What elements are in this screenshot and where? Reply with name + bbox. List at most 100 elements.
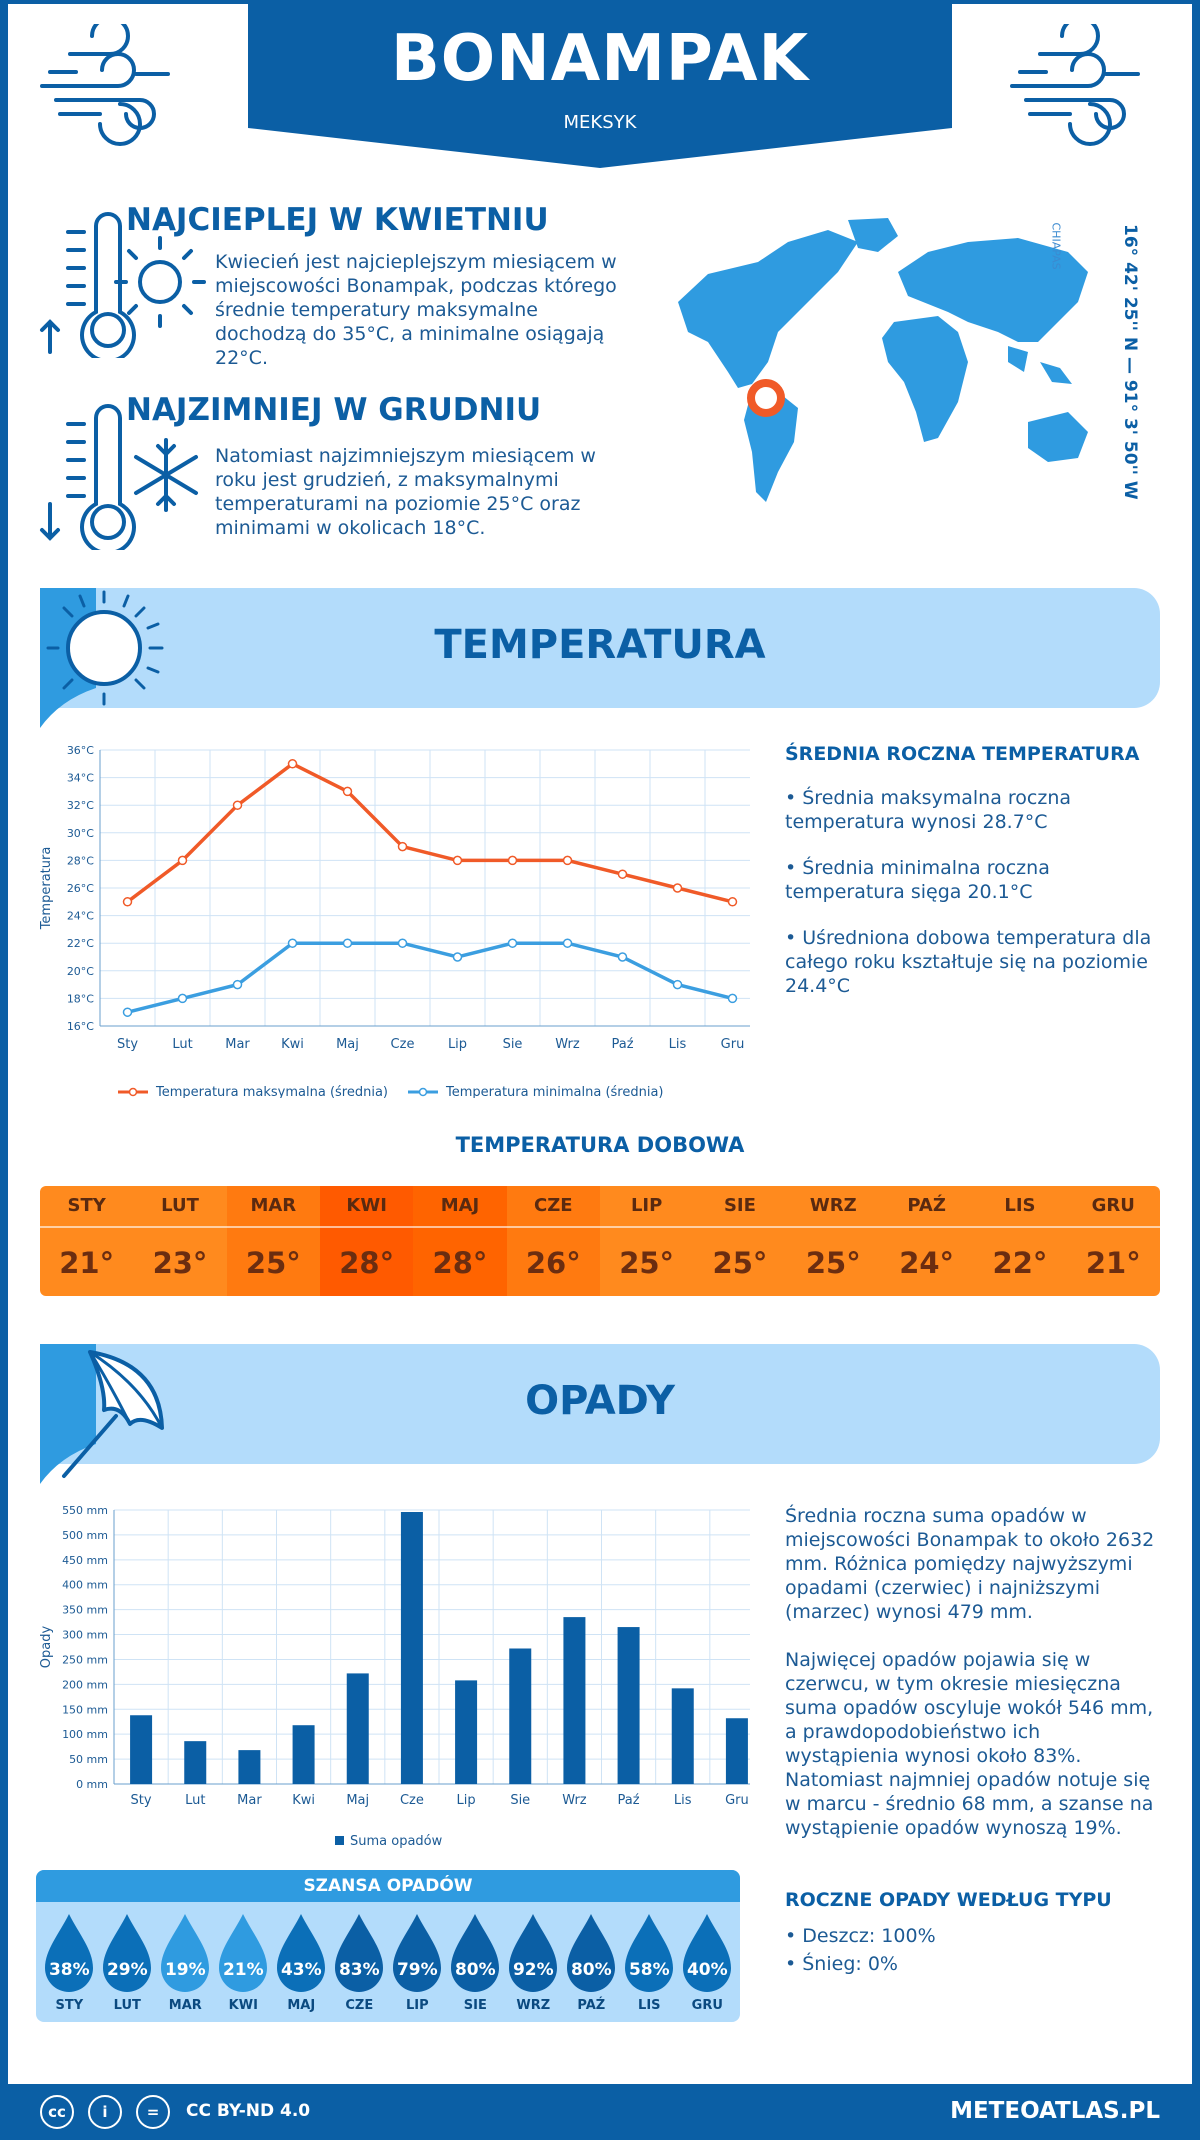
precipitation-bar (455, 1680, 478, 1784)
max-series-line (126, 761, 733, 904)
data-point (342, 786, 353, 797)
chance-drop: 92% WRZ (504, 1902, 562, 2020)
region-label: CHIAPAS (1049, 222, 1063, 270)
daily-temperature-cell: STY 21° (40, 1186, 134, 1296)
daily-temperature-cell: GRU 21° (1066, 1186, 1160, 1296)
daily-temperature-cell: LIS 22° (973, 1186, 1067, 1296)
y-tick-label: 24°C (67, 910, 94, 923)
temperature-stats-title: ŚREDNIA ROCZNA TEMPERATURA (785, 743, 1140, 765)
y-tick-label: 28°C (67, 854, 94, 867)
data-point (287, 938, 298, 948)
attribution-icon[interactable]: i (88, 2095, 122, 2129)
raindrop-icon (103, 1914, 151, 1992)
chance-drop: 80% SIE (446, 1902, 504, 2020)
precipitation-bar (238, 1750, 261, 1784)
chance-value: 79% (396, 1960, 438, 1980)
chance-month-label: GRU (691, 1998, 723, 2013)
chance-value: 58% (628, 1960, 670, 1980)
chance-month-label: MAR (168, 1998, 202, 2013)
y-tick-label: 150 mm (62, 1703, 108, 1716)
daily-month-label: PAŹ (907, 1195, 946, 1216)
chance-drop: 58% LIS (620, 1902, 678, 2020)
precipitation-bar (400, 1511, 423, 1784)
daily-month-label: STY (67, 1195, 106, 1216)
coordinates: 16° 42' 25'' N — 91° 3' 50'' W CHIAPAS (1050, 223, 1154, 500)
daily-month-label: KWI (346, 1195, 387, 1216)
chance-value: 19% (164, 1960, 206, 1980)
site-link[interactable]: METEOATLAS.PL (950, 2098, 1160, 2124)
legend-label: Temperatura minimalna (średnia) (445, 1085, 663, 1098)
precipitation-type: ROCZNE OPADY WEDŁUG TYPU • Deszcz: 100% … (785, 1888, 1155, 1976)
x-tick-label: Lis (674, 1793, 692, 1808)
x-tick-label: Cze (400, 1793, 424, 1808)
raindrop-icon (567, 1914, 615, 1992)
data-point (507, 938, 518, 948)
daily-temperature-value: 23° (133, 1226, 227, 1296)
x-tick-label: Sty (117, 1037, 138, 1052)
daily-temperature-table: STY 21° LUT 23° MAR 25° KWI 28° MAJ 28° CZE 26° LIP 2… (40, 1186, 1160, 1296)
raindrop-icon (393, 1914, 441, 1992)
chance-value: 80% (454, 1960, 496, 1980)
chance-month-label: STY (55, 1998, 84, 2013)
y-tick-label: 36°C (67, 744, 94, 757)
daily-month-label: LIS (1004, 1195, 1036, 1216)
coldest-title: NAJZIMNIEJ W GRUDNIU (126, 392, 542, 428)
x-tick-label: Kwi (281, 1037, 304, 1052)
y-tick-label: 34°C (67, 772, 94, 785)
warmest-title: NAJCIEPLEJ W KWIETNIU (126, 202, 549, 238)
world-map (678, 218, 1088, 502)
y-tick-label: 200 mm (62, 1678, 108, 1691)
chance-month-label: CZE (345, 1998, 374, 2013)
header: BONAMPAK MEKSYK (248, 0, 952, 170)
daily-month-label: WRZ (809, 1195, 857, 1216)
data-point (452, 952, 463, 962)
chance-value: 21% (222, 1960, 264, 1980)
data-point (232, 979, 243, 990)
raindrop-icon (509, 1914, 557, 1992)
chance-month-label: SIE (463, 1998, 487, 2013)
x-tick-label: Kwi (292, 1793, 315, 1808)
temperature-section-title: TEMPERATURA (434, 622, 766, 668)
raindrop-icon (161, 1914, 209, 1992)
data-point (397, 938, 408, 948)
precipitation-section-title: OPADY (525, 1378, 675, 1424)
y-axis-label: Opady (39, 1626, 54, 1669)
x-tick-label: Lut (172, 1037, 192, 1052)
x-tick-label: Gru (721, 1037, 745, 1052)
license-label[interactable]: CC BY-ND 4.0 (186, 2101, 311, 2121)
daily-temperature-cell: PAŹ 24° (879, 1186, 974, 1296)
cc-icon[interactable]: cc (40, 2095, 74, 2129)
x-tick-label: Wrz (555, 1037, 580, 1052)
precipitation-bar (509, 1648, 532, 1784)
chance-month-label: LIP (405, 1998, 429, 2013)
no-derivatives-icon[interactable]: = (136, 2095, 170, 2129)
precipitation-bar (563, 1617, 586, 1784)
x-tick-label: Sty (131, 1793, 152, 1808)
chance-value: 80% (570, 1960, 612, 1980)
daily-temperature-cell: LUT 23° (133, 1186, 227, 1296)
chance-drop: 43% MAJ (272, 1902, 330, 2020)
wind-icon (40, 24, 170, 146)
precipitation-chance-title: SZANSA OPADÓW (36, 1870, 740, 1902)
x-tick-label: Lip (448, 1037, 467, 1052)
x-tick-label: Mar (237, 1793, 262, 1808)
precipitation-text: Średnia roczna suma opadów w miejscowośc… (785, 1504, 1155, 1840)
chance-month-label: LIS (638, 1998, 661, 2013)
daily-temperature-cell: MAJ 28° (413, 1186, 507, 1296)
raindrop-icon (625, 1914, 673, 1992)
umbrella-icon (40, 1344, 164, 1484)
chance-drop: 83% CZE (330, 1902, 388, 2020)
raindrop-icon (45, 1914, 93, 1992)
daily-temperature-value: 25° (693, 1226, 787, 1296)
precipitation-chart: 0 mm 50 mm 100 mm 150 mm 200 mm 250 mm 300 mm 3… (39, 1504, 750, 1849)
chance-value: 92% (512, 1960, 554, 1980)
daily-temperature-cell: WRZ 25° (786, 1186, 880, 1296)
y-tick-label: 16°C (67, 1020, 94, 1033)
chance-drop: 80% PAŹ (562, 1902, 620, 2020)
chance-month-label: WRZ (516, 1998, 551, 2013)
legend-marker (128, 1087, 138, 1097)
data-point (177, 855, 188, 866)
data-point (672, 979, 683, 990)
precipitation-summary: Średnia roczna suma opadów w miejscowośc… (785, 1505, 1155, 1623)
y-tick-label: 20°C (67, 965, 94, 978)
